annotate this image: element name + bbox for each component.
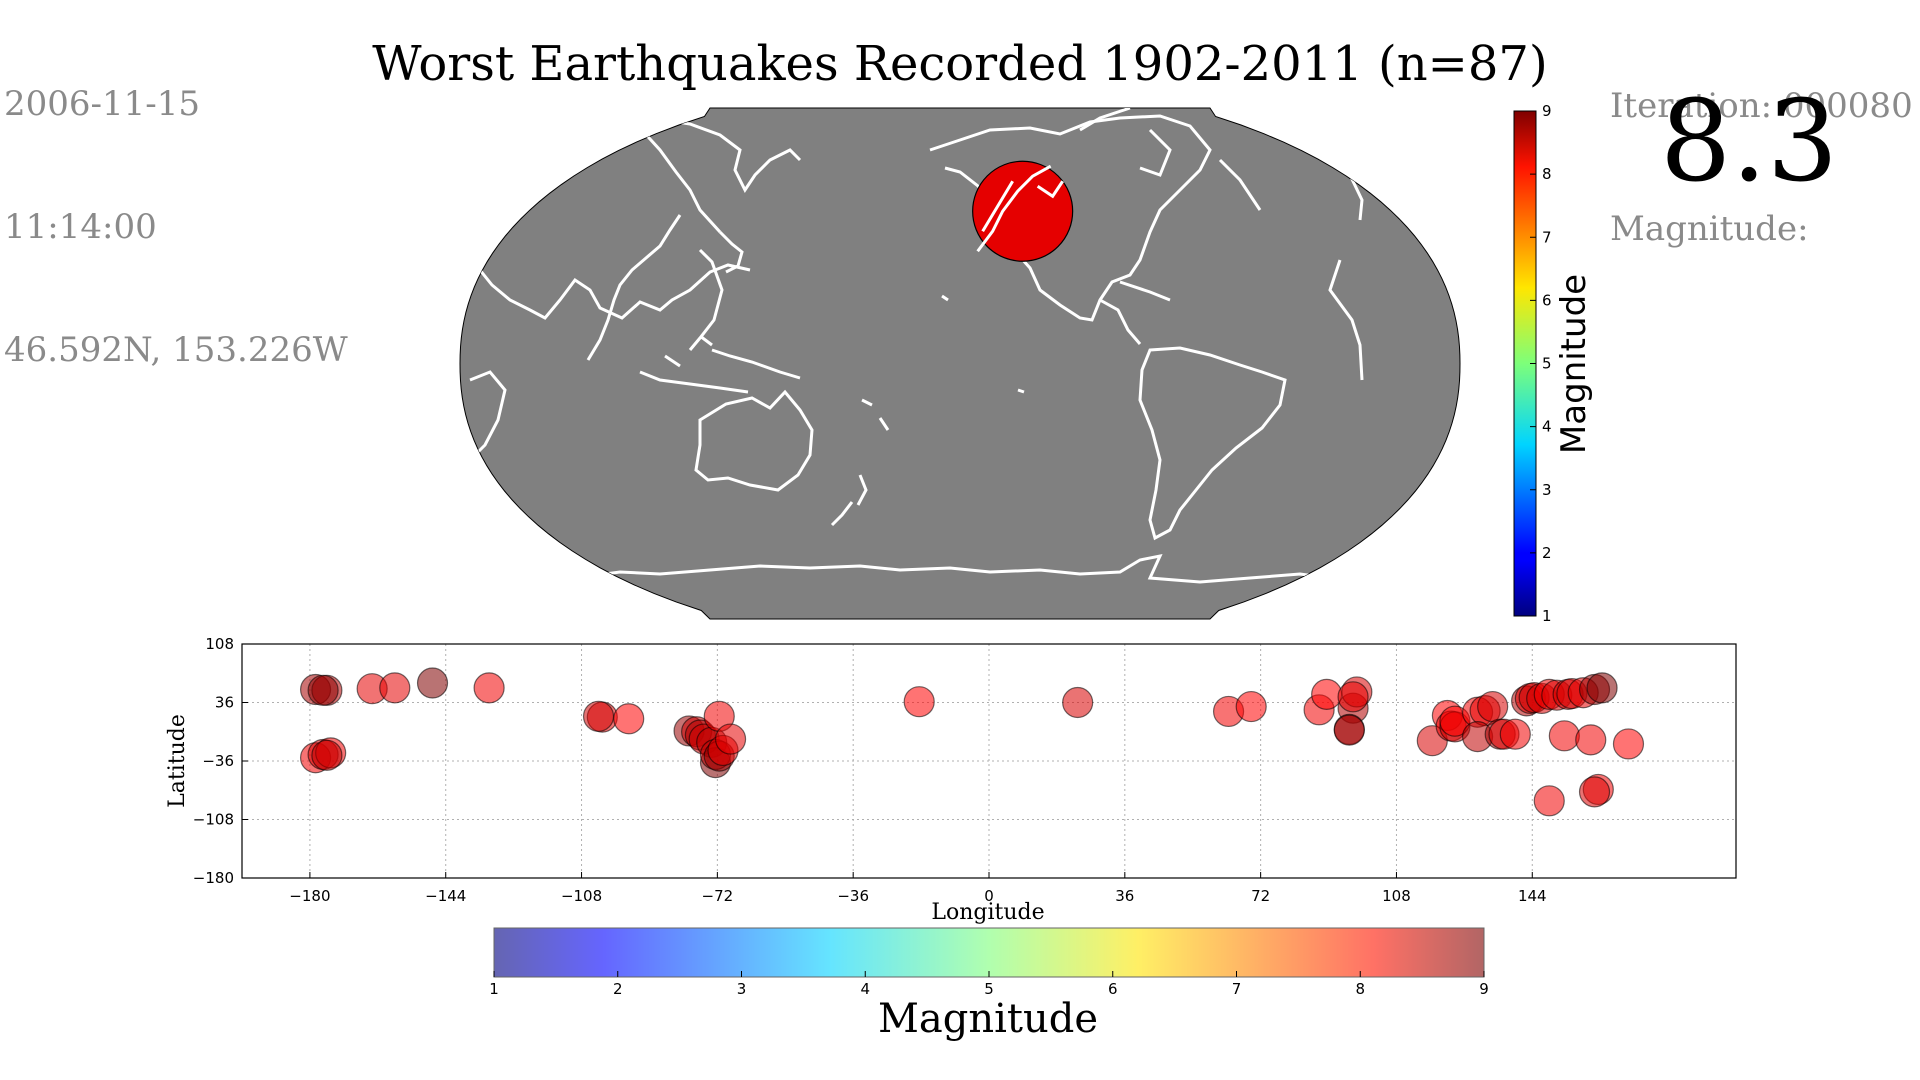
event-date: 2006-11-15	[4, 84, 201, 124]
earthquake-point	[1612, 728, 1645, 760]
map-colorbar-tick-label: 5	[1542, 355, 1552, 373]
earthquake-point	[307, 674, 339, 706]
current-event-marker	[972, 160, 1074, 262]
x-tick-label: 108	[1382, 887, 1411, 905]
scatter-plot: −180 −144 −108 −72 −36 0 36 72 108 144 10836−36−1…	[165, 635, 1737, 925]
event-info: 2006-11-15 11:14:00 46.592N, 153.226W	[4, 2, 348, 412]
x-tick-label: −180	[289, 887, 330, 905]
earthquake-point	[1062, 686, 1094, 719]
y-axis-label: Latitude	[165, 714, 190, 808]
scatter-colorbar-tick-label: 5	[984, 980, 994, 998]
scatter-grid	[242, 644, 1736, 878]
earthquake-point	[1311, 678, 1343, 710]
map-colorbar-tick-label: 8	[1542, 165, 1552, 183]
earthquake-point	[613, 703, 645, 735]
coastline-south-america	[1138, 346, 1287, 541]
map-colorbar-tick-label: 9	[1542, 102, 1552, 120]
coastline-antarctica	[574, 553, 1331, 584]
coastline-japan	[718, 230, 744, 274]
y-tick-label: 36	[215, 694, 234, 712]
coastline-central-america	[1099, 280, 1171, 345]
y-tick-label: −36	[202, 752, 234, 770]
x-axis-label: Longitude	[931, 900, 1044, 925]
map-colorbar-tick-label: 6	[1542, 291, 1552, 309]
scatter-points	[299, 667, 1645, 817]
iteration-counter: Iteration: 000080	[1610, 86, 1913, 126]
coastline-indonesia	[639, 334, 801, 394]
y-tick-label: −180	[193, 869, 234, 887]
kamchatka-coastline	[976, 164, 1064, 253]
map-colorbar-tick-label: 2	[1542, 544, 1552, 562]
earthquake-point	[903, 686, 935, 718]
coastline-pacific-islands	[861, 294, 1025, 431]
earthquake-point	[1499, 718, 1531, 750]
scatter-colorbar-tick-label: 1	[489, 980, 499, 998]
y-axis-ticks: 108 36 −36 −108 −180	[193, 635, 248, 887]
scatter-colorbar-tick-label: 3	[737, 980, 747, 998]
x-tick-label: −36	[837, 887, 869, 905]
earthquake-point	[379, 672, 411, 704]
map-ocean	[459, 107, 1461, 620]
x-tick-label: 72	[1251, 887, 1270, 905]
coastline-arctic-islands	[1079, 108, 1262, 211]
scatter-colorbar-gradient	[493, 927, 1485, 978]
scatter-colorbar: 1 2 3 4 5 6 7 8 9 Magnitude	[489, 927, 1489, 1042]
scatter-colorbar-tick-label: 8	[1355, 980, 1365, 998]
y-tick-label: 108	[205, 635, 234, 653]
current-magnitude-value: 8.3	[1660, 77, 1839, 207]
x-tick-label: −72	[702, 887, 734, 905]
earthquake-point	[1333, 714, 1365, 746]
coastline-east-asia	[586, 214, 724, 361]
x-tick-label: −108	[561, 887, 602, 905]
x-tick-label: 144	[1518, 887, 1547, 905]
earthquake-point	[311, 739, 343, 771]
scatter-colorbar-tick-label: 2	[613, 980, 623, 998]
earthquake-point	[1548, 720, 1580, 752]
earthquake-point	[582, 700, 615, 732]
map-colorbar-tick-label: 7	[1542, 228, 1552, 246]
map-colorbar-tick-label: 4	[1542, 418, 1552, 436]
earthquake-point	[1586, 672, 1618, 704]
iteration-info: Iteration: 000080 Magnitude:	[1610, 4, 1913, 291]
map-colorbar-ticks: 1 2 3 4 5 6 7 8 9	[1530, 102, 1552, 625]
earthquake-point	[1578, 776, 1611, 808]
earthquake-point	[714, 723, 747, 755]
scatter-colorbar-tick-label: 7	[1232, 980, 1242, 998]
y-tick-label: −108	[193, 811, 234, 829]
magnitude-caption: Magnitude:	[1610, 209, 1809, 249]
earthquake-point	[1575, 724, 1607, 756]
x-axis-ticks: −180 −144 −108 −72 −36 0 36 72 108 144	[289, 872, 1547, 905]
scatter-colorbar-label: Magnitude	[878, 996, 1098, 1042]
x-tick-label: 36	[1115, 887, 1134, 905]
scatter-colorbar-tick-label: 6	[1108, 980, 1118, 998]
chart-title: Worst Earthquakes Recorded 1902-2011 (n=…	[372, 36, 1548, 92]
earthquake-point	[1533, 785, 1565, 817]
event-coordinates: 46.592N, 153.226W	[4, 330, 348, 370]
scatter-colorbar-ticks: 1 2 3 4 5 6 7 8 9	[489, 971, 1489, 998]
event-coastline	[976, 164, 1064, 253]
earthquake-point	[1477, 690, 1509, 723]
map-colorbar-tick-label: 3	[1542, 481, 1552, 499]
earthquake-point	[473, 672, 505, 704]
event-time: 11:14:00	[4, 207, 157, 247]
scatter-colorbar-tick-label: 4	[860, 980, 870, 998]
coastline-australia	[694, 389, 814, 492]
map-colorbar-tick-label: 1	[1542, 607, 1552, 625]
scatter-colorbar-tick-label: 9	[1479, 980, 1489, 998]
world-map	[459, 107, 1461, 620]
coastline-africa	[460, 284, 507, 462]
earthquake-point	[1337, 681, 1369, 713]
x-tick-label: 0	[984, 887, 994, 905]
x-tick-label: −144	[425, 887, 466, 905]
map-colorbar-label: Magnitude	[1554, 274, 1594, 454]
coastline-new-zealand	[830, 474, 868, 527]
map-colorbar: 1 2 3 4 5 6 7 8 9 Magnitude	[1513, 102, 1594, 625]
earthquake-point	[1235, 690, 1267, 723]
earthquake-point	[416, 667, 449, 699]
